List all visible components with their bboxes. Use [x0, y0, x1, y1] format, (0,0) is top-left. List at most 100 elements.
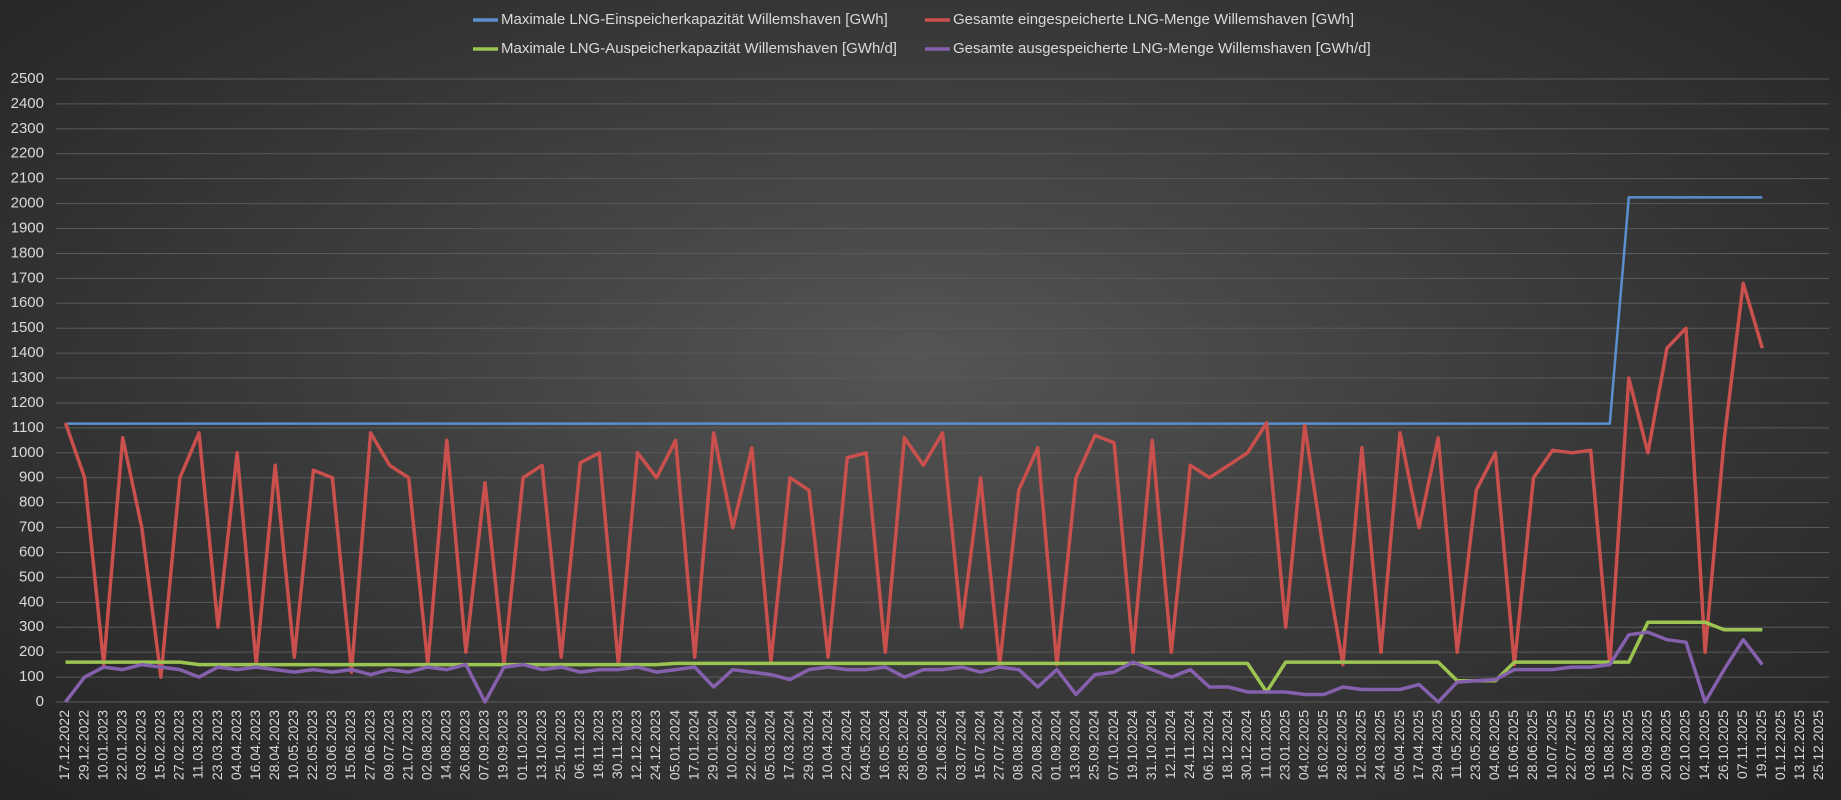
series-line	[63, 281, 1764, 679]
x-tick-label: 30.12.2024	[1238, 710, 1254, 780]
x-tick-label: 06.12.2024	[1200, 710, 1216, 780]
x-tick-label: 04.02.2025	[1295, 710, 1311, 780]
x-tick-label: 29.04.2025	[1429, 710, 1445, 780]
y-tick-label: 1600	[11, 294, 44, 311]
x-tick-label: 03.02.2023	[132, 710, 148, 780]
y-tick-label: 1200	[11, 394, 44, 411]
x-tick-label: 09.07.2023	[380, 710, 396, 780]
x-tick-label: 25.12.2025	[1810, 710, 1826, 780]
x-tick-label: 17.01.2024	[685, 710, 701, 780]
x-tick-label: 03.06.2023	[323, 710, 339, 780]
x-tick-label: 22.04.2024	[838, 710, 854, 780]
x-tick-label: 05.03.2024	[762, 710, 778, 780]
x-tick-label: 04.06.2025	[1486, 710, 1502, 780]
x-tick-label: 12.11.2024	[1162, 710, 1178, 779]
x-tick-label: 12.03.2025	[1353, 710, 1369, 780]
x-tick-label: 22.01.2023	[113, 710, 129, 780]
x-tick-label: 16.02.2025	[1314, 710, 1330, 780]
y-tick-label: 2000	[11, 195, 44, 212]
x-tick-label: 26.10.2025	[1715, 710, 1731, 780]
y-tick-label: 2500	[11, 70, 44, 87]
x-tick-label: 28.04.2023	[266, 710, 282, 780]
x-tick-label: 01.12.2025	[1772, 710, 1788, 780]
legend-label: Maximale LNG-Einspeicherkapazität Willem…	[501, 11, 888, 28]
x-tick-label: 27.02.2023	[171, 710, 187, 780]
x-tick-label: 28.05.2024	[895, 710, 911, 780]
x-tick-label: 17.12.2022	[56, 710, 72, 780]
x-tick-label: 27.07.2024	[990, 710, 1006, 780]
legend-entry: Gesamte ausgespeicherte LNG-Menge Willem…	[925, 40, 1371, 57]
y-tick-label: 1000	[11, 444, 44, 461]
x-tick-label: 29.01.2024	[704, 710, 720, 780]
x-tick-label: 10.01.2023	[94, 710, 110, 780]
x-tick-label: 29.12.2022	[75, 710, 91, 780]
y-tick-label: 1900	[11, 219, 44, 236]
y-tick-label: 1400	[11, 344, 44, 361]
legend-label: Maximale LNG-Auspeicherkapazität Willems…	[501, 40, 897, 57]
x-tick-label: 20.09.2025	[1658, 710, 1674, 780]
x-tick-label: 05.04.2025	[1391, 710, 1407, 780]
x-tick-label: 23.05.2025	[1467, 710, 1483, 780]
x-tick-label: 31.10.2024	[1143, 710, 1159, 780]
x-tick-label: 13.12.2025	[1791, 710, 1807, 780]
x-tick-label: 04.04.2023	[228, 710, 244, 780]
x-tick-label: 15.02.2023	[152, 710, 168, 780]
series-line	[65, 620, 1763, 694]
x-tick-label: 27.08.2025	[1620, 710, 1636, 780]
legend-label: Gesamte ausgespeicherte LNG-Menge Willem…	[953, 40, 1371, 57]
x-tick-label: 07.09.2023	[476, 710, 492, 780]
x-tick-label: 10.04.2024	[819, 710, 835, 780]
x-tick-label: 11.03.2023	[190, 710, 206, 779]
y-tick-label: 1700	[11, 269, 44, 286]
y-tick-label: 2200	[11, 145, 44, 162]
legend-entry: Maximale LNG-Auspeicherkapazität Willems…	[473, 40, 897, 57]
x-tick-label: 24.11.2024	[1181, 710, 1197, 779]
x-tick-label: 14.08.2023	[438, 710, 454, 780]
x-tick-label: 07.10.2024	[1105, 710, 1121, 780]
x-tick-label: 11.01.2025	[1257, 710, 1273, 779]
x-tick-label: 28.02.2025	[1334, 710, 1350, 780]
x-tick-label: 13.09.2024	[1067, 710, 1083, 780]
y-tick-label: 100	[19, 668, 44, 685]
x-tick-label: 18.11.2023	[590, 710, 606, 779]
series-line	[65, 196, 1763, 425]
x-tick-label: 22.02.2024	[743, 710, 759, 780]
x-tick-label: 23.01.2025	[1276, 710, 1292, 780]
legend-label: Gesamte eingespeicherte LNG-Menge Willem…	[953, 11, 1354, 28]
x-tick-label: 17.03.2024	[781, 710, 797, 780]
x-tick-label: 20.08.2024	[1029, 710, 1045, 780]
y-tick-label: 400	[19, 593, 44, 610]
y-tick-label: 0	[36, 693, 44, 710]
x-tick-label: 08.08.2024	[1009, 710, 1025, 780]
x-tick-label: 24.03.2025	[1372, 710, 1388, 780]
y-tick-label: 600	[19, 543, 44, 560]
x-tick-label: 22.07.2025	[1562, 710, 1578, 780]
y-tick-label: 800	[19, 494, 44, 511]
y-tick-label: 300	[19, 618, 44, 635]
x-tick-label: 03.08.2025	[1581, 710, 1597, 780]
x-tick-label: 07.11.2025	[1734, 710, 1750, 779]
y-tick-label: 200	[19, 643, 44, 660]
x-tick-label: 16.05.2024	[876, 710, 892, 780]
x-tick-label: 14.10.2025	[1696, 710, 1712, 780]
x-tick-label: 10.07.2025	[1543, 710, 1559, 780]
x-tick-label: 01.10.2023	[514, 710, 530, 780]
y-tick-label: 1100	[12, 419, 44, 436]
x-tick-label: 15.06.2023	[342, 710, 358, 780]
y-tick-label: 2400	[11, 95, 44, 112]
x-tick-label: 22.05.2023	[304, 710, 320, 780]
x-tick-label: 19.11.2025	[1753, 710, 1769, 779]
legend-entry: Gesamte eingespeicherte LNG-Menge Willem…	[925, 11, 1354, 28]
x-tick-label: 25.09.2024	[1086, 710, 1102, 780]
y-tick-label: 1300	[11, 369, 44, 386]
x-tick-label: 12.12.2023	[628, 710, 644, 780]
x-tick-label: 04.05.2024	[857, 710, 873, 780]
y-tick-label: 900	[19, 469, 44, 486]
x-tick-label: 09.06.2024	[914, 710, 930, 780]
x-tick-label: 21.07.2023	[399, 710, 415, 780]
y-tick-label: 2300	[11, 120, 44, 137]
x-tick-label: 02.08.2023	[418, 710, 434, 780]
x-tick-label: 11.05.2025	[1448, 710, 1464, 779]
x-tick-label: 05.01.2024	[666, 710, 682, 780]
